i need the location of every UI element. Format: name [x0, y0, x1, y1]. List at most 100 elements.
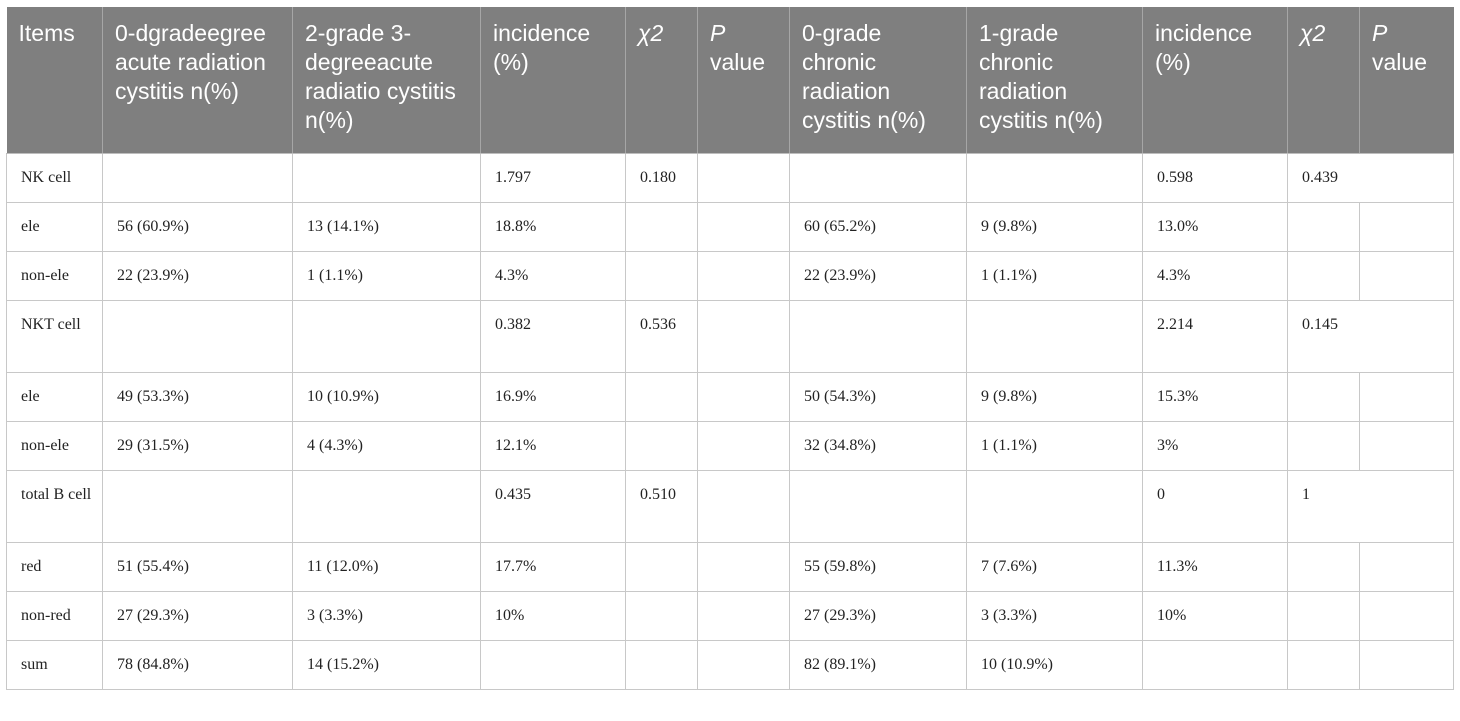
- table-cell: [292, 469, 481, 543]
- table-cell: [625, 639, 698, 690]
- table-cell: 60 (65.2%): [789, 201, 967, 252]
- column-header-0: Items: [6, 7, 103, 154]
- table-cell: [1359, 250, 1454, 301]
- table-row: NKT cell 0.382 0.536 2.214 0.145: [6, 299, 1454, 373]
- table-cell: 15.3%: [1142, 371, 1288, 422]
- table-cell: 82 (89.1%): [789, 639, 967, 690]
- table-cell: 17.7%: [480, 541, 626, 592]
- table-row: non-red 27 (29.3%) 3 (3.3%) 10% 27 (29.3%) 3 …: [6, 590, 1454, 641]
- table-cell: [625, 201, 698, 252]
- table-cell: [1287, 250, 1360, 301]
- column-header-9: χ2: [1287, 7, 1360, 154]
- table-row: ele 56 (60.9%) 13 (14.1%) 18.8% 60 (65.2%) 9 …: [6, 201, 1454, 252]
- table-cell: [1359, 201, 1454, 252]
- table-cell: 1 (1.1%): [966, 250, 1143, 301]
- table-cell: [1359, 541, 1454, 592]
- column-header-rest: value: [710, 49, 765, 75]
- table-cell: 3 (3.3%): [966, 590, 1143, 641]
- table-cell: 27 (29.3%): [789, 590, 967, 641]
- table-cell: 22 (23.9%): [789, 250, 967, 301]
- table-cell: [625, 590, 698, 641]
- table-cell: [789, 299, 967, 373]
- table-cell: 0.510: [625, 469, 698, 543]
- table-cell: [966, 152, 1143, 203]
- table-cell: 13 (14.1%): [292, 201, 481, 252]
- table-cell: 14 (15.2%): [292, 639, 481, 690]
- table-cell: [1359, 469, 1454, 543]
- table-cell: [1359, 299, 1454, 373]
- column-header-1: 0-dgradeegree acute radiation cystitis n…: [102, 7, 293, 154]
- table-cell: [1359, 152, 1454, 203]
- table-cell: 9 (9.8%): [966, 201, 1143, 252]
- table-cell: [1287, 371, 1360, 422]
- column-header-7: 1-grade chronic radiation cystitis n(%): [966, 7, 1143, 154]
- column-header-label: χ2: [638, 20, 664, 46]
- column-header-3: incidence (%): [480, 7, 626, 154]
- table-cell: [697, 152, 790, 203]
- row-label-cell: red: [6, 541, 103, 592]
- table-row: non-ele 22 (23.9%) 1 (1.1%) 4.3% 22 (23.9%) 1…: [6, 250, 1454, 301]
- column-header-italic-part: P: [1372, 20, 1388, 46]
- table-cell: [697, 250, 790, 301]
- table-cell: 0: [1142, 469, 1288, 543]
- table-cell: [1142, 639, 1288, 690]
- table-cell: [625, 371, 698, 422]
- table-cell: 0.145: [1287, 299, 1360, 373]
- table-cell: [1287, 541, 1360, 592]
- table-cell: 29 (31.5%): [102, 420, 293, 471]
- row-label-cell: ele: [6, 371, 103, 422]
- row-label-cell: ele: [6, 201, 103, 252]
- column-header-italic-part: P: [710, 20, 726, 46]
- table-cell: [625, 420, 698, 471]
- table-cell: 0.180: [625, 152, 698, 203]
- table-cell: [480, 639, 626, 690]
- table-cell: [1359, 639, 1454, 690]
- table-cell: [697, 639, 790, 690]
- table-cell: [789, 469, 967, 543]
- table-cell: 32 (34.8%): [789, 420, 967, 471]
- table-cell: 18.8%: [480, 201, 626, 252]
- column-header-10: P value: [1359, 7, 1454, 154]
- table-cell: [966, 469, 1143, 543]
- table-cell: [1359, 590, 1454, 641]
- table-cell: [697, 371, 790, 422]
- table-cell: 16.9%: [480, 371, 626, 422]
- table-cell: 12.1%: [480, 420, 626, 471]
- table-cell: 1 (1.1%): [966, 420, 1143, 471]
- table-cell: 10 (10.9%): [966, 639, 1143, 690]
- row-label-cell: non-ele: [6, 250, 103, 301]
- table-cell: [292, 299, 481, 373]
- table-cell: 50 (54.3%): [789, 371, 967, 422]
- table-cell: [102, 152, 293, 203]
- table-cell: 22 (23.9%): [102, 250, 293, 301]
- table-body: NK cell 1.797 0.180 0.598 0.439 ele 56 (60.9%)…: [6, 152, 1454, 690]
- table-cell: 27 (29.3%): [102, 590, 293, 641]
- row-label-cell: NKT cell: [6, 299, 103, 373]
- table-cell: 3 (3.3%): [292, 590, 481, 641]
- table-cell: 7 (7.6%): [966, 541, 1143, 592]
- table-cell: 10%: [1142, 590, 1288, 641]
- table-cell: 4.3%: [480, 250, 626, 301]
- table-cell: 13.0%: [1142, 201, 1288, 252]
- table-cell: 1 (1.1%): [292, 250, 481, 301]
- table-cell: [789, 152, 967, 203]
- table-cell: 10 (10.9%): [292, 371, 481, 422]
- table-cell: 78 (84.8%): [102, 639, 293, 690]
- table-cell: 9 (9.8%): [966, 371, 1143, 422]
- row-label-cell: NK cell: [6, 152, 103, 203]
- table-cell: 4 (4.3%): [292, 420, 481, 471]
- column-header-5: P value: [697, 7, 790, 154]
- data-table: Items 0-dgradeegree acute radiation cysti…: [6, 7, 1454, 690]
- table-cell: [1359, 420, 1454, 471]
- table-cell: 0.598: [1142, 152, 1288, 203]
- table-cell: [697, 541, 790, 592]
- table-cell: [966, 299, 1143, 373]
- table-cell: [697, 299, 790, 373]
- table-cell: [697, 201, 790, 252]
- table-cell: [1287, 420, 1360, 471]
- column-header-rest: value: [1372, 49, 1427, 75]
- table-row: red 51 (55.4%) 11 (12.0%) 17.7% 55 (59.8%) 7 …: [6, 541, 1454, 592]
- table-cell: [102, 299, 293, 373]
- table-cell: [292, 152, 481, 203]
- column-header-4: χ2: [625, 7, 698, 154]
